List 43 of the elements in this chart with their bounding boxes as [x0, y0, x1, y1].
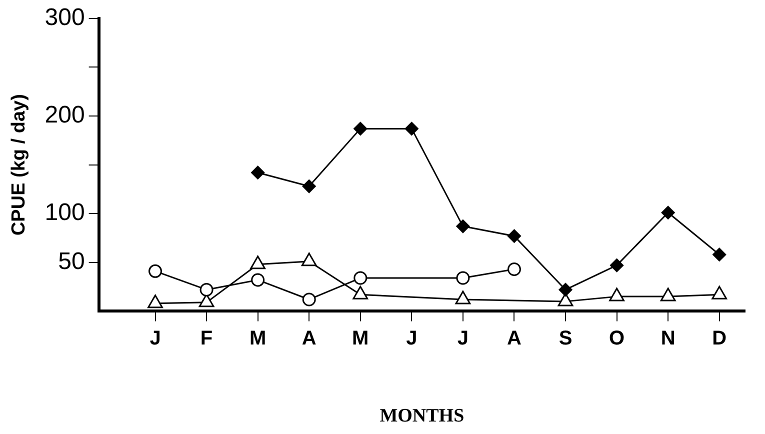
point	[456, 220, 470, 234]
point	[712, 248, 726, 262]
point	[404, 122, 418, 136]
x-tick-label: D	[712, 328, 727, 350]
y-tick-label: 50	[58, 248, 85, 276]
y-tick-label: 100	[44, 199, 85, 226]
x-tick-label: A	[302, 328, 316, 350]
point	[352, 286, 368, 300]
x-tick-label: S	[558, 328, 572, 350]
y-axis-title: CPUE (kg / day)	[8, 94, 30, 236]
point	[661, 206, 675, 220]
point	[354, 122, 368, 136]
x-tick-label: J	[457, 328, 469, 350]
point	[456, 271, 470, 285]
x-tick-label: O	[609, 328, 625, 350]
point	[251, 166, 265, 180]
x-tick-label: M	[352, 328, 369, 350]
point	[507, 229, 521, 243]
point	[712, 286, 728, 300]
point	[200, 282, 214, 296]
point	[455, 290, 471, 304]
x-tick-label: J	[150, 328, 161, 350]
y-tick-label: 300	[44, 4, 85, 32]
point	[250, 256, 266, 270]
point	[148, 294, 163, 308]
point	[558, 282, 572, 296]
x-tick-label: F	[200, 328, 213, 350]
y-tick-label: 200	[44, 102, 85, 129]
point	[302, 292, 316, 306]
point	[660, 288, 676, 302]
point	[251, 273, 265, 287]
point	[148, 264, 162, 278]
point	[301, 252, 317, 266]
x-axis-title: MONTHS	[380, 406, 464, 427]
x-tick-label: A	[507, 328, 522, 350]
x-tick-label: J	[406, 328, 418, 350]
point	[610, 258, 624, 272]
point	[354, 271, 368, 285]
x-tick-label: N	[660, 328, 676, 350]
x-tick-label: M	[249, 328, 266, 350]
point	[609, 288, 624, 302]
point	[507, 262, 521, 276]
point	[302, 180, 316, 194]
